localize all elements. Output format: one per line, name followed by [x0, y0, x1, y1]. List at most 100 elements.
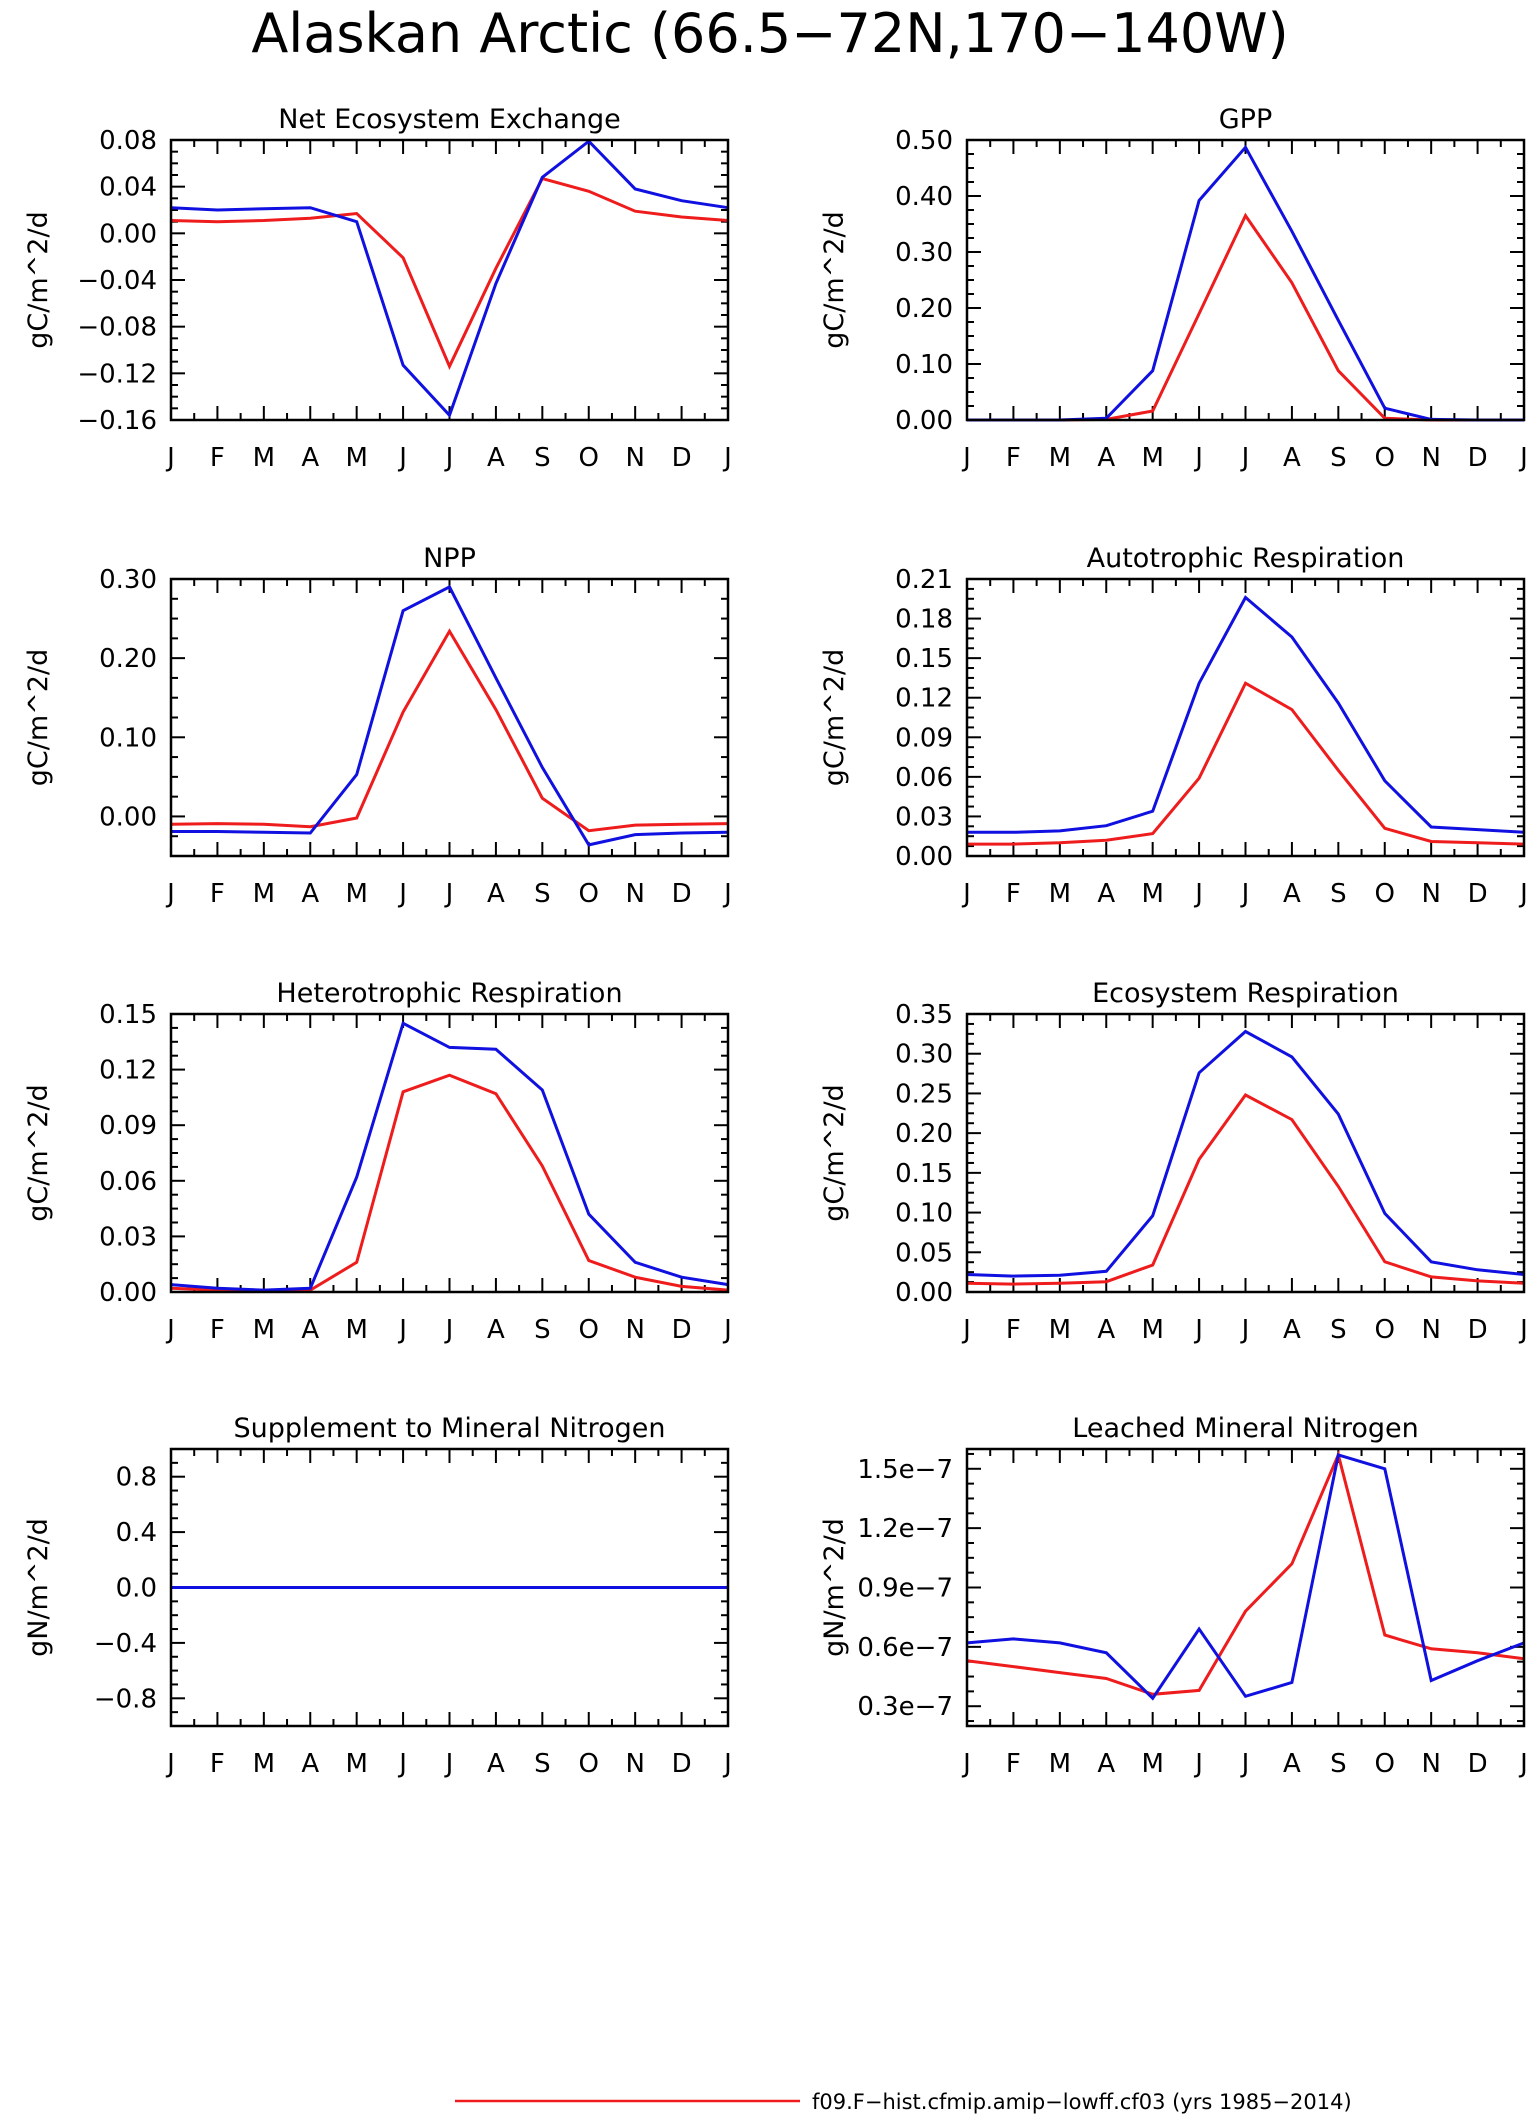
plot-frame [169, 138, 730, 422]
x-tick-label: J [722, 879, 732, 909]
x-tick-label: M [1141, 443, 1163, 473]
x-tick-label: J [961, 1749, 971, 1779]
panel-title: NPP [423, 543, 476, 574]
y-tick-label: 0.12 [895, 684, 953, 714]
legend: f09.F−hist.cfmip.amip−lowff.cf03 (yrs 19… [455, 2090, 1352, 2114]
x-tick-label: O [1375, 443, 1395, 473]
x-tick-label: M [1141, 1749, 1163, 1779]
series-line-1 [967, 212, 1524, 422]
y-tick-label: 0.00 [895, 842, 953, 872]
y-tick-label: 0.00 [895, 406, 953, 436]
x-tick-label: J [165, 879, 175, 909]
x-tick-label: O [579, 1749, 599, 1779]
x-tick-label: D [672, 443, 692, 473]
y-tick-label: 0.10 [895, 1199, 953, 1229]
x-tick-label: O [1375, 1749, 1395, 1779]
panel-title: Supplement to Mineral Nitrogen [234, 1413, 666, 1444]
x-tick-label: A [487, 1315, 505, 1345]
x-tick-label: J [1193, 1749, 1203, 1779]
y-axis-label: gC/m^2/d [23, 211, 54, 348]
y-tick-label: 1.5e−7 [857, 1455, 953, 1485]
y-tick-label: −0.16 [77, 406, 157, 436]
x-tick-label: J [444, 879, 454, 909]
x-tick-label: N [625, 443, 644, 473]
series-line-2 [967, 595, 1525, 834]
x-tick-label: F [1006, 879, 1021, 909]
y-tick-label: 1.2e−7 [857, 1514, 953, 1544]
x-tick-label: A [301, 1749, 319, 1779]
panel-title: Heterotrophic Respiration [276, 978, 622, 1009]
main-title: Alaskan Arctic (66.5−72N,170−140W) [251, 2, 1288, 65]
x-tick-label: F [210, 1749, 225, 1779]
x-tick-label: S [1330, 1315, 1347, 1345]
x-tick-label: N [1421, 879, 1440, 909]
x-tick-label: M [253, 1315, 275, 1345]
y-tick-label: 0.00 [99, 1278, 157, 1308]
panel-title: Autotrophic Respiration [1087, 543, 1405, 574]
x-tick-label: O [1375, 1315, 1395, 1345]
y-tick-label: 0.08 [99, 126, 157, 156]
x-tick-label: A [301, 443, 319, 473]
x-tick-label: J [1518, 879, 1528, 909]
x-tick-label: M [345, 443, 367, 473]
x-tick-label: F [210, 1315, 225, 1345]
x-tick-label: A [1283, 443, 1301, 473]
plot-frame [169, 1447, 730, 1728]
y-tick-label: 0.15 [895, 1159, 953, 1189]
x-tick-label: J [1518, 1749, 1528, 1779]
x-tick-label: N [625, 1749, 644, 1779]
series-line-2 [966, 1452, 1525, 1701]
x-tick-label: A [301, 1315, 319, 1345]
y-tick-label: 0.6e−7 [857, 1633, 953, 1663]
x-tick-label: M [253, 443, 275, 473]
y-axis-label: gN/m^2/d [819, 1518, 850, 1657]
x-tick-label: J [1240, 879, 1250, 909]
x-tick-label: A [301, 879, 319, 909]
x-tick-label: A [1283, 1749, 1301, 1779]
y-tick-label: 0.35 [895, 1000, 953, 1030]
y-tick-label: 0.20 [99, 644, 157, 674]
x-tick-label: A [1283, 1315, 1301, 1345]
x-tick-label: F [1006, 443, 1021, 473]
x-tick-label: O [579, 443, 599, 473]
y-tick-label: 0.09 [895, 723, 953, 753]
plot-frame [965, 577, 1526, 858]
x-tick-label: A [487, 879, 505, 909]
x-tick-label: J [1518, 1315, 1528, 1345]
plot-frame [965, 138, 1526, 422]
x-tick-label: F [210, 443, 225, 473]
x-tick-label: D [1468, 1749, 1488, 1779]
series-line-2 [170, 1021, 729, 1292]
y-tick-label: 0.21 [895, 565, 953, 595]
y-axis-label: gC/m^2/d [819, 1084, 850, 1221]
x-tick-label: J [961, 879, 971, 909]
x-tick-label: N [1421, 1749, 1440, 1779]
x-tick-label: M [1141, 1315, 1163, 1345]
x-tick-label: D [1468, 879, 1488, 909]
x-tick-label: S [534, 879, 551, 909]
x-tick-label: O [1375, 879, 1395, 909]
x-tick-label: J [397, 443, 407, 473]
plot-frame [965, 1012, 1526, 1294]
series-line-1 [966, 1450, 1525, 1696]
x-tick-label: M [253, 879, 275, 909]
legend-label: f09.F−hist.cfmip.amip−lowff.cf03 (yrs 19… [812, 2090, 1352, 2114]
y-tick-label: 0.00 [99, 802, 157, 832]
x-tick-label: A [487, 443, 505, 473]
x-tick-label: J [1193, 443, 1203, 473]
y-tick-label: −0.4 [94, 1629, 157, 1659]
x-tick-label: N [1421, 443, 1440, 473]
x-tick-label: A [1283, 879, 1301, 909]
panel-title: Ecosystem Respiration [1092, 978, 1399, 1009]
y-tick-label: 0.30 [99, 565, 157, 595]
plot-frame [169, 577, 730, 858]
x-tick-label: J [444, 1749, 454, 1779]
y-tick-label: 0.0 [116, 1574, 157, 1604]
x-tick-label: A [1097, 1315, 1115, 1345]
x-tick-label: J [1240, 1315, 1250, 1345]
